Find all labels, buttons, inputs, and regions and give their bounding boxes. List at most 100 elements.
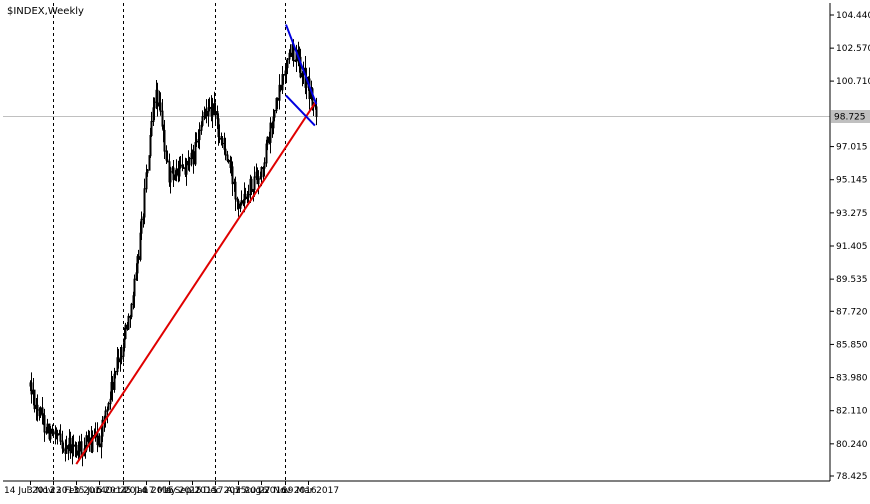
candle-body [127,315,130,330]
candle-body [41,407,44,415]
candle-body [224,148,227,156]
candle-body [100,435,103,448]
candle-body [276,97,279,101]
candle-body [200,124,203,131]
trendline-support[interactable] [75,101,317,465]
candle-body [188,158,191,166]
candlesticks [29,39,318,467]
candle-body [269,122,272,143]
candle-body [101,419,104,437]
trendline-wedge-lower[interactable] [285,94,316,127]
price-axis: 104.440 102.570 100.710 97.015 95.145 93.275 9… [830,11,870,482]
candle-body [148,155,151,171]
candle-body [156,89,159,107]
candle-body [208,106,211,109]
candle-body [117,357,120,363]
candle-body [315,106,318,117]
candle-body [234,181,237,200]
candle-body [223,142,226,150]
candle-body [78,441,81,452]
price-tick-label: 104.440 [836,11,870,21]
price-tick-label: 91.405 [836,242,868,252]
time-tick-label: 17 Apr 2016 [212,486,268,496]
time-tick-label: 27 Dec 2015 [189,486,247,496]
candle-body [265,143,268,164]
price-tick-label: 78.425 [836,472,868,482]
candle-body [216,111,219,120]
candle-body [72,444,75,447]
price-tick-label: 97.015 [836,143,868,153]
candle-body [194,142,197,165]
candle-body [286,58,289,69]
candle-body [182,166,185,169]
candle-body [120,355,123,360]
candle-body [46,423,49,434]
candle-body [133,278,136,297]
time-tick-label: 6 Sep 2015 [166,486,217,496]
candle-body [140,218,143,234]
candle-body [62,447,65,451]
candle-body [56,433,59,437]
candle-body [239,203,242,209]
time-tick-label: 25 Jan 2015 [120,486,174,496]
price-tick-label: 85.850 [836,340,868,350]
candle-body [260,166,263,178]
price-tick-label: 89.535 [836,275,868,285]
candle-body [227,159,230,162]
candle-body [263,162,266,169]
current-price-tag [831,110,870,123]
candle-body [30,382,33,395]
time-tick-label: 3 Nov 2013 [27,486,79,496]
candle-body [198,129,201,141]
candle-body [162,125,165,131]
price-tick-label: 102.570 [836,44,870,54]
candle-body [211,103,214,117]
candle-body [143,188,146,218]
candle-body [65,445,68,454]
trendline-wedge-upper[interactable] [285,24,318,105]
candle-body [165,150,168,161]
candle-body [289,52,292,57]
candle-body [111,381,114,390]
candle-body [190,152,193,160]
candle-body [192,151,195,165]
candle-body [237,200,240,209]
candle-body [146,169,149,174]
candle-body [113,373,116,390]
price-tick-label: 83.980 [836,374,868,384]
candle-body [231,166,234,185]
symbol-label: $INDEX,Weekly [7,6,84,17]
candle-body [98,443,101,448]
candle-body [266,136,269,145]
trendlines[interactable] [75,24,318,465]
price-tick-label: 82.110 [836,407,868,417]
candle-body [201,116,204,126]
candle-body [250,178,253,192]
candle-body [69,437,72,454]
candle-body [166,159,169,163]
candle-body [109,398,112,405]
candle-body [61,440,64,449]
candle-body [253,176,256,190]
time-tick-label: 23 Feb 2014 [50,486,106,496]
candle-body [207,107,210,117]
time-tick-label: 5 Oct 2014 [97,486,147,496]
time-tick-label: 15 Jun 2014 [73,486,127,496]
candle-body [59,433,62,442]
price-tick-label: 100.710 [836,77,870,87]
candle-body [161,110,164,127]
candle-body [43,415,46,433]
candle-body [152,107,155,122]
candle-body [226,154,229,161]
time-tick-label: 19 Mar 2017 [282,486,339,496]
candle-body [124,324,127,339]
candle-body [195,140,198,144]
candle-body [135,272,138,280]
candle-body [205,110,208,117]
candle-body [172,167,175,181]
candle-body [299,56,302,78]
candle-body [149,135,152,157]
